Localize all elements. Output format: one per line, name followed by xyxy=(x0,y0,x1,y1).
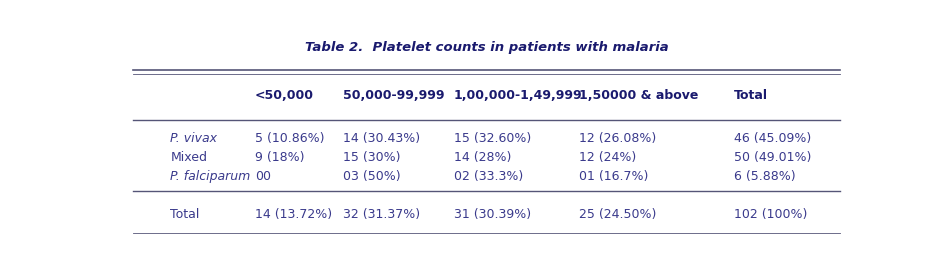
Text: 12 (26.08%): 12 (26.08%) xyxy=(579,133,656,146)
Text: <50,000: <50,000 xyxy=(255,89,314,102)
Text: 9 (18%): 9 (18%) xyxy=(255,151,304,164)
Text: 12 (24%): 12 (24%) xyxy=(579,151,636,164)
Text: 6 (5.88%): 6 (5.88%) xyxy=(733,170,795,183)
Text: 50,000-99,999: 50,000-99,999 xyxy=(343,89,445,102)
Text: 31 (30.39%): 31 (30.39%) xyxy=(454,208,531,221)
Text: 5 (10.86%): 5 (10.86%) xyxy=(255,133,325,146)
Text: 01 (16.7%): 01 (16.7%) xyxy=(579,170,648,183)
Text: Table 2.  Platelet counts in patients with malaria: Table 2. Platelet counts in patients wit… xyxy=(305,41,669,54)
Text: P. vivax: P. vivax xyxy=(170,133,218,146)
Text: 14 (28%): 14 (28%) xyxy=(454,151,511,164)
Text: 46 (45.09%): 46 (45.09%) xyxy=(733,133,810,146)
Text: 14 (13.72%): 14 (13.72%) xyxy=(255,208,332,221)
Text: 1,00,000-1,49,999: 1,00,000-1,49,999 xyxy=(454,89,582,102)
Text: P. falciparum: P. falciparum xyxy=(170,170,251,183)
Text: 00: 00 xyxy=(255,170,271,183)
Text: 15 (30%): 15 (30%) xyxy=(343,151,401,164)
Text: 1,50000 & above: 1,50000 & above xyxy=(579,89,698,102)
Text: 02 (33.3%): 02 (33.3%) xyxy=(454,170,523,183)
Text: 102 (100%): 102 (100%) xyxy=(733,208,807,221)
Text: 14 (30.43%): 14 (30.43%) xyxy=(343,133,421,146)
Text: Total: Total xyxy=(733,89,768,102)
Text: 25 (24.50%): 25 (24.50%) xyxy=(579,208,656,221)
Text: 15 (32.60%): 15 (32.60%) xyxy=(454,133,531,146)
Text: 50 (49.01%): 50 (49.01%) xyxy=(733,151,811,164)
Text: 32 (31.37%): 32 (31.37%) xyxy=(343,208,421,221)
Text: Total: Total xyxy=(170,208,199,221)
Text: 03 (50%): 03 (50%) xyxy=(343,170,401,183)
Text: Mixed: Mixed xyxy=(170,151,207,164)
